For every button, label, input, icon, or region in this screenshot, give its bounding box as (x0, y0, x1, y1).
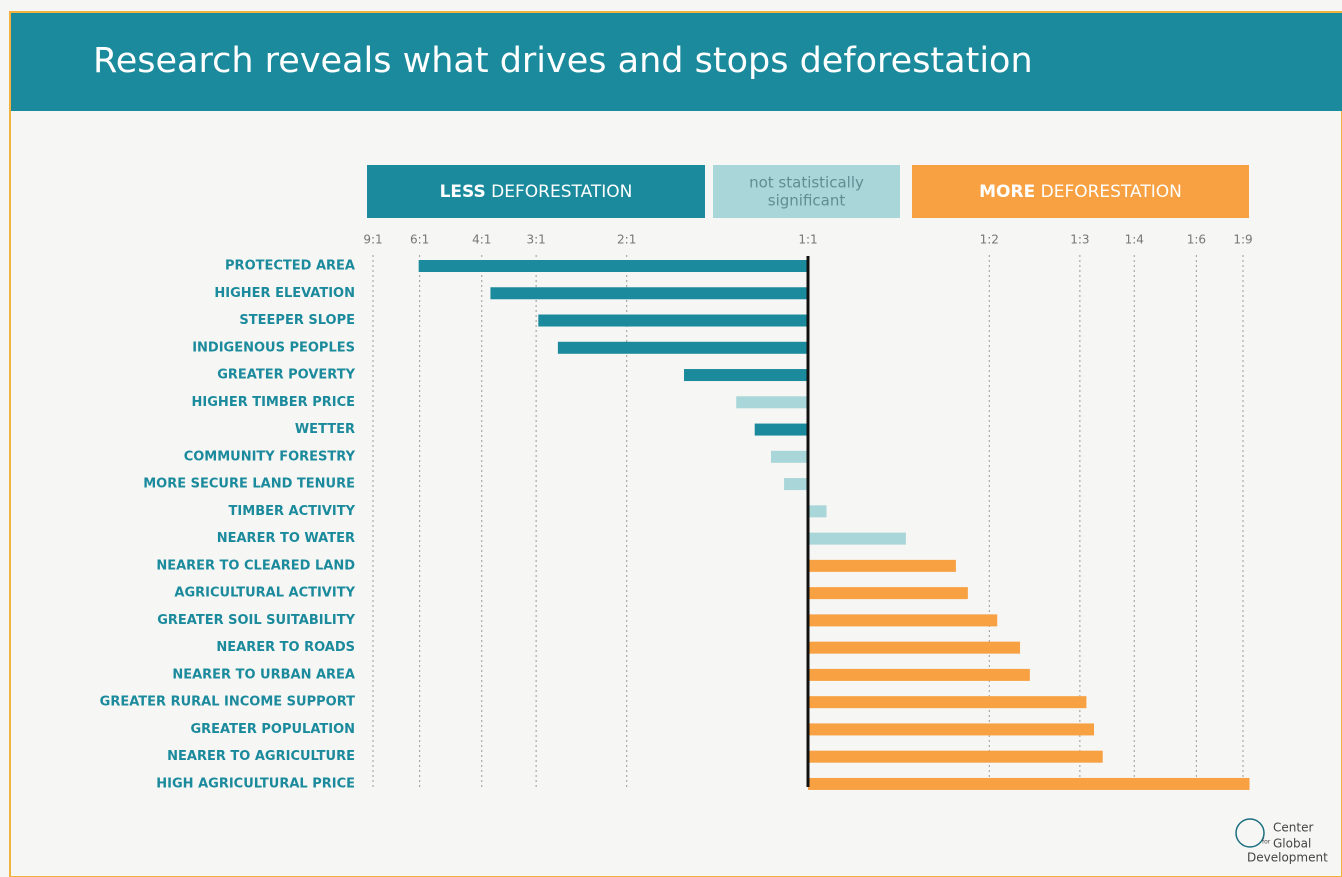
category-label: NEARER TO AGRICULTURE (167, 749, 355, 764)
x-tick-label: 1:3 (1070, 233, 1089, 247)
legend-text: not statistically (749, 174, 864, 192)
legend-text: significant (768, 192, 846, 210)
category-label: TIMBER ACTIVITY (229, 504, 356, 519)
bar (808, 696, 1087, 709)
category-label: WETTER (295, 422, 355, 437)
bar (808, 505, 827, 518)
category-label: HIGH AGRICULTURAL PRICE (156, 776, 355, 791)
category-label: COMMUNITY FORESTRY (184, 449, 356, 464)
x-tick-label: 9:1 (363, 233, 382, 247)
bar (736, 396, 808, 409)
category-label: GREATER SOIL SUITABILITY (157, 613, 355, 628)
legend-label: DEFORESTATION (491, 182, 632, 202)
category-label: MORE SECURE LAND TENURE (143, 477, 355, 492)
logo-text: for (1262, 839, 1271, 846)
bar (808, 723, 1095, 736)
logo-text: Center (1273, 821, 1313, 835)
legend-label: DEFORESTATION (1041, 182, 1182, 202)
logo-text: Development (1247, 851, 1328, 865)
chart-title: Research reveals what drives and stops d… (93, 41, 1033, 81)
category-label: HIGHER ELEVATION (214, 286, 355, 301)
bar (754, 423, 808, 436)
legend-box (367, 165, 705, 218)
x-tick-label: 3:1 (526, 233, 545, 247)
category-label: INDIGENOUS PEOPLES (192, 340, 355, 355)
category-label: PROTECTED AREA (225, 259, 355, 274)
legend-bold: LESS (440, 182, 486, 202)
x-tick-label: 1:2 (980, 233, 999, 247)
category-label: NEARER TO WATER (217, 531, 355, 546)
legend-bold: MORE (979, 182, 1035, 202)
category-label: GREATER POPULATION (190, 722, 355, 737)
bar (784, 478, 808, 491)
bar (808, 750, 1103, 763)
bar (808, 641, 1021, 654)
category-label: GREATER RURAL INCOME SUPPORT (100, 695, 355, 710)
header-band (11, 13, 1342, 111)
category-label: STEEPER SLOPE (239, 313, 355, 328)
x-tick-label: 1:4 (1125, 233, 1144, 247)
bar (808, 587, 968, 600)
bar (538, 314, 808, 327)
category-label: NEARER TO ROADS (216, 640, 355, 655)
logo-icon (1235, 818, 1265, 848)
legend-box (912, 165, 1249, 218)
bar (557, 341, 808, 354)
x-tick-label: 2:1 (617, 233, 636, 247)
category-label: AGRICULTURAL ACTIVITY (174, 586, 355, 601)
legend-box (713, 165, 900, 218)
x-tick-label: 1:1 (798, 233, 817, 247)
bar (418, 260, 808, 272)
bar (808, 559, 956, 572)
x-tick-label: 6:1 (410, 233, 429, 247)
bar (808, 668, 1030, 681)
legend-text: MORE DEFORESTATION (979, 182, 1182, 202)
bar (808, 614, 998, 627)
bar (771, 450, 808, 463)
category-label: NEARER TO URBAN AREA (172, 667, 355, 682)
category-label: NEARER TO CLEARED LAND (156, 558, 355, 573)
category-label: GREATER POVERTY (217, 368, 355, 383)
x-tick-label: 1:6 (1187, 233, 1206, 247)
bar (808, 532, 906, 545)
frame (9, 11, 1342, 877)
bar (684, 369, 808, 382)
x-tick-label: 4:1 (472, 233, 491, 247)
category-label: HIGHER TIMBER PRICE (192, 395, 355, 410)
legend-text: LESS DEFORESTATION (440, 182, 633, 202)
bar (808, 777, 1250, 790)
bar (490, 287, 808, 300)
x-tick-label: 1:9 (1233, 233, 1252, 247)
logo-text: Global (1273, 837, 1311, 851)
logo: Center for Global Development (1235, 818, 1328, 865)
